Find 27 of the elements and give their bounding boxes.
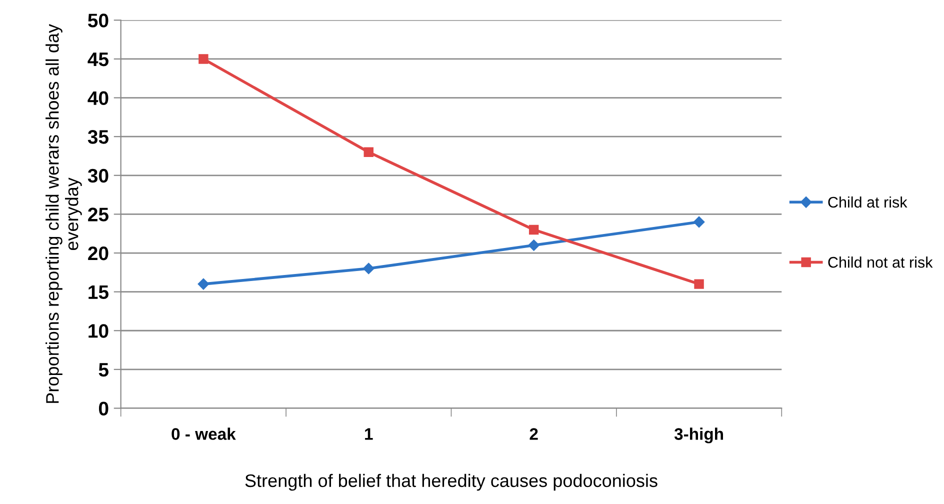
x-tick-label: 2 [530,428,538,440]
point [528,224,539,235]
y-tick-label: 30 [88,168,108,183]
legend-label: Child not at risk [828,256,933,268]
y-tick-label: 45 [88,52,108,66]
x-tick-label: 3-high [674,428,723,444]
x-axis-title: Strength of belief that heredity causes podoconiosis [245,474,658,491]
point [693,216,705,228]
point [363,262,374,274]
legend-label: Child at risk [828,196,908,208]
point [198,54,208,64]
point [364,147,374,157]
x-tick-label: 1 [365,428,373,440]
y-tick-label: 10 [88,324,108,338]
y-tick-label: 20 [88,246,108,260]
y-tick-label: 5 [98,363,108,377]
y-axis-title: Proportions reporting child werars shoes all day everyday [46,24,82,403]
y-tick-label: 25 [88,208,108,222]
y-tick-label: 0 [98,402,108,416]
y-tick-label: 15 [88,285,108,300]
x-tick-label: 0 - weak [172,428,236,440]
y-tick-label: 40 [88,91,108,106]
point [198,278,210,290]
y-tick-label: 50 [88,14,108,28]
point [528,240,540,251]
point [694,279,704,289]
y-tick-label: 35 [88,130,108,144]
